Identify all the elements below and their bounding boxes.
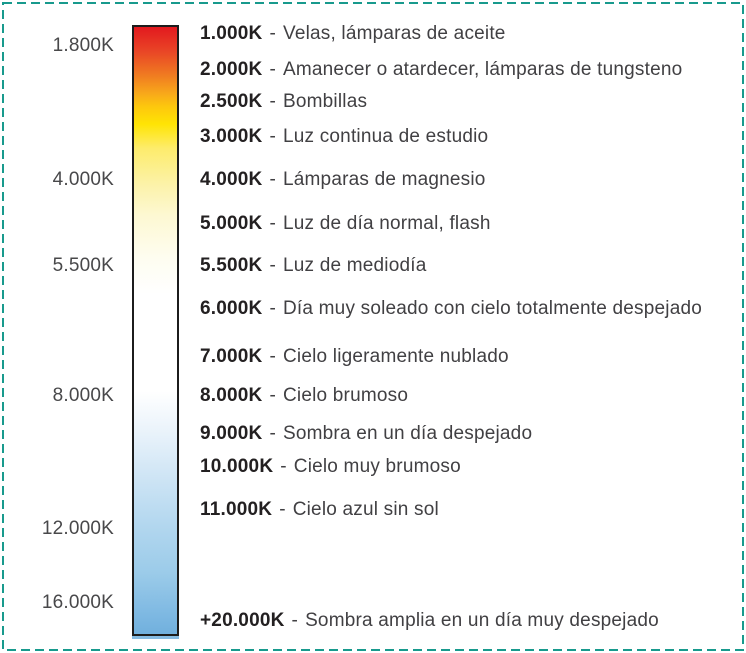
scale-tick-12000k: 12.000K <box>41 518 114 539</box>
entry-kelvin: 6.000K <box>200 298 263 319</box>
entry-row-10000k: 10.000K - Cielo muy brumoso <box>200 456 461 478</box>
entry-kelvin: 8.000K <box>200 385 263 406</box>
scale-tick-16000k: 16.000K <box>41 592 114 613</box>
entry-description: Bombillas <box>283 91 368 112</box>
entry-description: Cielo ligeramente nublado <box>283 346 509 367</box>
entry-kelvin: 10.000K <box>200 456 274 477</box>
entry-kelvin: +20.000K <box>200 610 285 631</box>
entry-description: Velas, lámparas de aceite <box>283 23 506 44</box>
entry-separator: - <box>269 59 276 80</box>
entry-separator: - <box>269 298 276 319</box>
entry-separator: - <box>269 126 276 147</box>
entry-row-8000k: 8.000K - Cielo brumoso <box>200 385 408 407</box>
entry-row-1000k: 1.000K - Velas, lámparas de aceite <box>200 23 506 45</box>
scale-tick-5500k: 5.500K <box>52 255 114 276</box>
entry-separator: - <box>269 213 276 234</box>
entry-row-4000k: 4.000K - Lámparas de magnesio <box>200 169 486 191</box>
entry-kelvin: 4.000K <box>200 169 263 190</box>
entry-row-5000k: 5.000K - Luz de día normal, flash <box>200 213 491 235</box>
entry-description: Día muy soleado con cielo totalmente des… <box>283 298 703 319</box>
entry-description: Cielo muy brumoso <box>293 456 461 477</box>
entry-separator: - <box>280 456 287 477</box>
entry-row-7000k: 7.000K - Cielo ligeramente nublado <box>200 346 509 368</box>
entry-description: Amanecer o atardecer, lámparas de tungst… <box>283 59 683 80</box>
entry-kelvin: 9.000K <box>200 423 263 444</box>
temperature-gradient-bar <box>132 25 179 636</box>
entry-row-11000k: 11.000K - Cielo azul sin sol <box>200 499 439 521</box>
entry-description: Lámparas de magnesio <box>283 169 486 190</box>
entry-separator: - <box>269 169 276 190</box>
entry-description: Sombra amplia en un día muy despejado <box>305 610 659 631</box>
entry-kelvin: 3.000K <box>200 126 263 147</box>
entry-description: Cielo azul sin sol <box>292 499 439 520</box>
entry-kelvin: 11.000K <box>200 499 273 520</box>
entry-row-20000k: +20.000K - Sombra amplia en un día muy des… <box>200 610 659 632</box>
entry-separator: - <box>269 385 276 406</box>
scale-tick-8000k: 8.000K <box>52 385 114 406</box>
entry-description: Luz de mediodía <box>283 255 427 276</box>
entry-separator: - <box>269 91 276 112</box>
entry-row-3000k: 3.000K - Luz continua de estudio <box>200 126 488 148</box>
entry-separator: - <box>269 423 276 444</box>
entry-kelvin: 1.000K <box>200 23 263 44</box>
entry-kelvin: 5.500K <box>200 255 263 276</box>
entry-kelvin: 7.000K <box>200 346 263 367</box>
entry-description: Luz continua de estudio <box>283 126 489 147</box>
entry-description: Cielo brumoso <box>283 385 409 406</box>
entry-kelvin: 2.500K <box>200 91 263 112</box>
entry-separator: - <box>279 499 286 520</box>
entry-kelvin: 2.000K <box>200 59 263 80</box>
entry-separator: - <box>291 610 299 631</box>
scale-tick-1800k: 1.800K <box>52 35 114 56</box>
entry-row-6000k: 6.000K - Día muy soleado con cielo totalme… <box>200 298 702 320</box>
scale-tick-4000k: 4.000K <box>52 169 114 190</box>
entry-row-2000k: 2.000K - Amanecer o atardecer, lámparas de… <box>200 59 682 81</box>
entry-row-9000k: 9.000K - Sombra en un día despejado <box>200 423 532 445</box>
entry-description: Sombra en un día despejado <box>283 423 533 444</box>
entry-description: Luz de día normal, flash <box>283 213 491 234</box>
entry-row-2500k: 2.500K - Bombillas <box>200 91 367 113</box>
entry-row-5500k: 5.500K - Luz de mediodía <box>200 255 427 277</box>
entry-separator: - <box>269 23 276 44</box>
entry-kelvin: 5.000K <box>200 213 263 234</box>
entry-separator: - <box>269 346 276 367</box>
entry-separator: - <box>269 255 276 276</box>
